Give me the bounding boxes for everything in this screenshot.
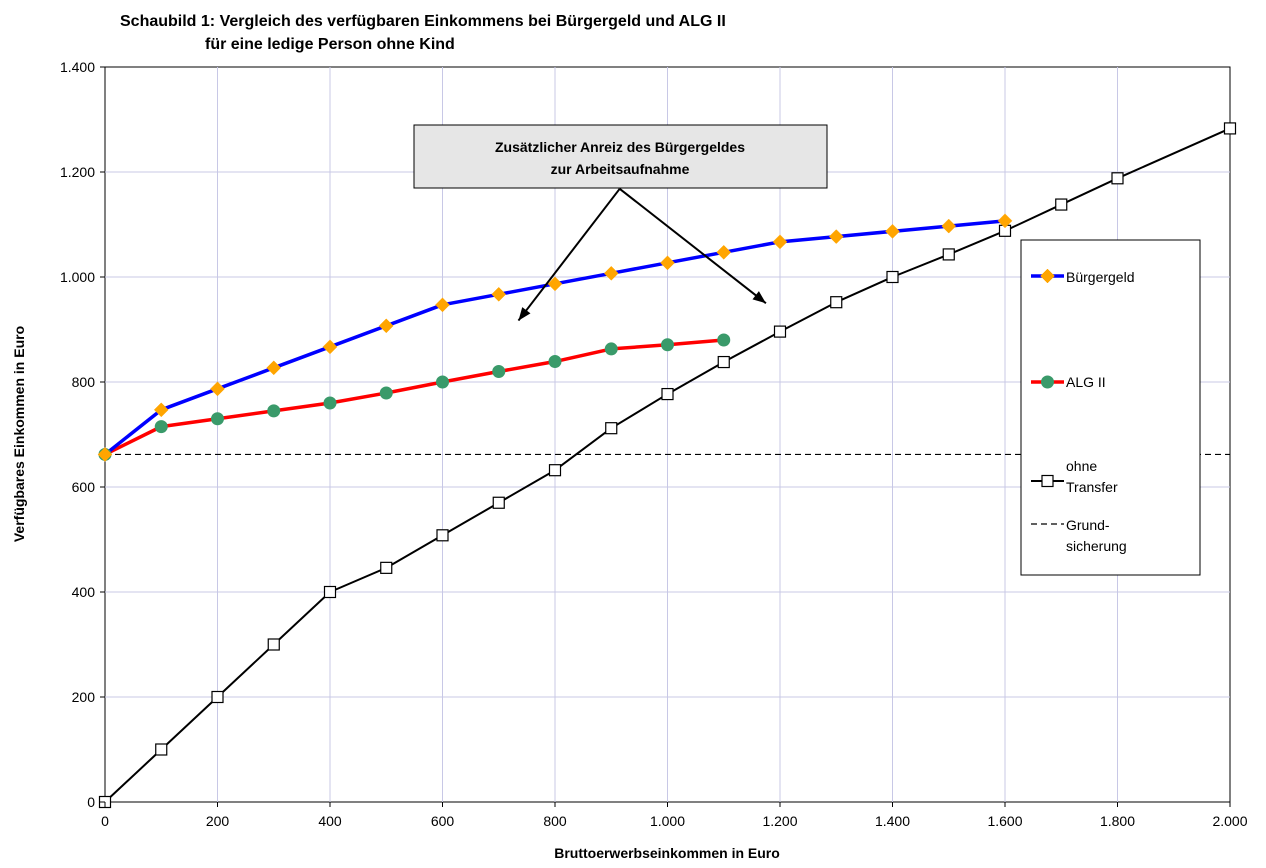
y-tick-label-4: 800 — [72, 374, 96, 390]
point-buergergeld-6 — [435, 297, 450, 313]
point-alg2-7 — [492, 365, 506, 378]
y-axis-ticks: 0 200 400 600 800 1.000 1.200 1.400 — [60, 59, 105, 810]
x-tick-label-4: 800 — [543, 813, 567, 829]
chart-title-line2: für eine ledige Person ohne Kind — [205, 36, 455, 53]
annotation-text-line1: Zusätzlicher Anreiz des Bürgergeldes — [495, 139, 745, 155]
point-ohne-transfer-5 — [380, 561, 393, 574]
point-ohne-transfer-1 — [155, 743, 168, 756]
y-tick-label-0: 0 — [87, 794, 95, 810]
x-tick-label-7: 1.400 — [875, 813, 910, 829]
point-ohne-transfer-10 — [661, 387, 674, 401]
x-tick-label-10: 2.000 — [1212, 813, 1247, 829]
legend-label-alg2: ALG II — [1066, 374, 1106, 390]
annotation-arrow-1 — [619, 188, 767, 305]
point-buergergeld-13 — [828, 229, 844, 244]
legend-box — [1020, 239, 1201, 576]
point-alg2-9 — [604, 342, 618, 356]
point-ohne-transfer-19 — [1223, 122, 1237, 135]
point-alg2-6 — [436, 375, 449, 389]
point-buergergeld-14 — [885, 223, 900, 239]
legend-label-buergergeld: Bürgergeld — [1066, 269, 1135, 285]
y-tick-label-6: 1.200 — [60, 164, 95, 180]
point-alg2-5 — [379, 386, 393, 400]
x-tick-label-8: 1.600 — [987, 813, 1022, 829]
point-alg2-2 — [211, 412, 224, 426]
annotation-arrow-0 — [517, 188, 621, 322]
legend-label-ohne-line2: Transfer — [1066, 479, 1118, 495]
point-buergergeld-5 — [378, 318, 394, 334]
point-buergergeld-10 — [660, 255, 675, 271]
point-ohne-transfer-15 — [942, 248, 955, 261]
annotation-box — [413, 124, 828, 189]
annotation: Zusätzlicher Anreiz des Bürgergeldes zur… — [413, 124, 828, 322]
point-ohne-transfer-12 — [773, 325, 787, 338]
point-ohne-transfer-8 — [548, 464, 562, 477]
series-line-alg2 — [104, 338, 724, 457]
point-buergergeld-15 — [941, 218, 957, 234]
x-tick-label-9: 1.800 — [1100, 813, 1135, 829]
chart-title-line1: Schaubild 1: Vergleich des verfügbaren E… — [120, 13, 726, 30]
annotation-arrowhead-0 — [518, 307, 531, 321]
point-buergergeld-12 — [772, 234, 788, 250]
x-tick-label-6: 1.200 — [762, 813, 797, 829]
y-tick-label-2: 400 — [72, 584, 96, 600]
point-ohne-transfer-2 — [211, 690, 224, 704]
x-axis-ticks: 0 200 400 600 800 1.000 1.200 1.400 1.600 1.800 2.… — [101, 802, 1248, 829]
y-axis-label: Verfügbares Einkommen in Euro — [11, 326, 27, 542]
point-alg2-11 — [717, 333, 731, 347]
y-tick-label-1: 200 — [72, 689, 96, 705]
x-tick-label-2: 400 — [318, 813, 342, 829]
x-tick-label-3: 600 — [431, 813, 455, 829]
point-ohne-transfer-9 — [605, 422, 618, 435]
point-buergergeld-8 — [547, 276, 563, 292]
x-tick-label-5: 1.000 — [650, 813, 685, 829]
point-alg2-1 — [154, 420, 168, 434]
point-ohne-transfer-14 — [886, 270, 899, 284]
point-buergergeld-2 — [210, 381, 225, 397]
point-buergergeld-3 — [266, 360, 282, 376]
point-buergergeld-1 — [153, 402, 169, 418]
annotation-arrows — [517, 188, 767, 322]
point-ohne-transfer-11 — [717, 355, 730, 369]
point-alg2-10 — [661, 338, 674, 352]
legend-label-grund-line2: sicherung — [1066, 538, 1127, 554]
point-alg2-4 — [323, 396, 337, 410]
legend: Bürgergeld ALG II ohne Transfer Grund- s… — [1020, 239, 1201, 576]
point-buergergeld-7 — [491, 286, 507, 302]
annotation-text-line2: zur Arbeitsaufnahme — [551, 161, 690, 177]
legend-label-ohne-line1: ohne — [1066, 458, 1097, 474]
legend-swatch-marker-alg2 — [1041, 375, 1054, 389]
y-tick-label-3: 600 — [72, 479, 96, 495]
point-ohne-transfer-7 — [492, 496, 505, 509]
legend-swatch-marker-ohne-transfer — [1041, 474, 1054, 488]
point-ohne-transfer-17 — [1055, 198, 1068, 211]
point-buergergeld-11 — [716, 244, 732, 260]
x-tick-label-1: 200 — [206, 813, 230, 829]
point-buergergeld-9 — [603, 265, 619, 281]
annotation-arrowhead-1 — [752, 291, 766, 304]
point-ohne-transfer-18 — [1111, 172, 1124, 185]
y-tick-label-5: 1.000 — [60, 269, 95, 285]
point-buergergeld-0 — [97, 447, 113, 462]
point-ohne-transfer-4 — [323, 585, 337, 599]
y-tick-label-7: 1.400 — [60, 59, 95, 75]
legend-label-grund-line1: Grund- — [1066, 517, 1110, 533]
point-ohne-transfer-6 — [436, 529, 449, 542]
point-alg2-3 — [267, 404, 281, 418]
x-tick-label-0: 0 — [101, 813, 109, 829]
legend-swatch-marker-buergergeld — [1040, 268, 1055, 284]
point-ohne-transfer-3 — [267, 638, 280, 651]
point-alg2-8 — [548, 355, 562, 369]
series-line-ohne-transfer — [104, 127, 1231, 803]
point-ohne-transfer-13 — [830, 296, 843, 309]
x-axis-label: Bruttoerwerbseinkommen in Euro — [554, 845, 780, 861]
point-buergergeld-4 — [322, 339, 338, 355]
point-buergergeld-16 — [997, 213, 1013, 229]
